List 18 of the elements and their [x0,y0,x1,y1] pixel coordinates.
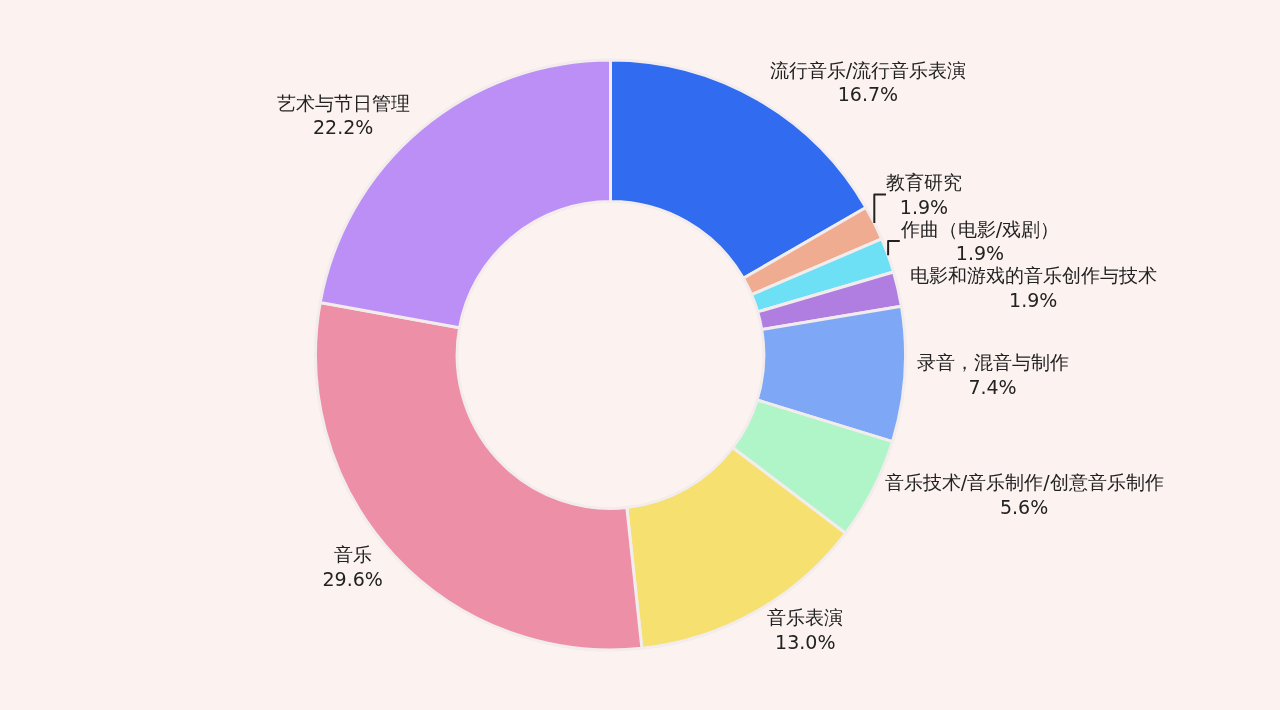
data-label: 7.4% [968,375,1017,398]
slice-label: 电影和游戏的音乐创作与技术 [909,264,1157,287]
slice-label: 音乐表演 [767,606,844,629]
data-label: 1.9% [955,242,1005,265]
slice-label: 流行音乐/流行音乐表演 [769,58,967,81]
slice-label: 录音，混音与制作 [916,351,1069,374]
slice-label: 音乐 [333,543,372,566]
data-label: 1.9% [1009,289,1058,312]
data-label: 29.6% [322,568,383,591]
data-label: 5.6% [999,495,1049,518]
data-label: 22.2% [313,116,374,139]
data-label: 16.7% [837,83,899,106]
slice-label: 教育研究 [885,171,962,194]
slice-label: 音乐技术/音乐制作/创意音乐制作 [884,471,1164,494]
slice-label: 艺术与节日管理 [276,91,410,114]
data-label: 1.9% [899,195,949,218]
data-label: 13.0% [775,630,836,653]
slice-label: 作曲（电影/戏剧） [899,217,1060,240]
